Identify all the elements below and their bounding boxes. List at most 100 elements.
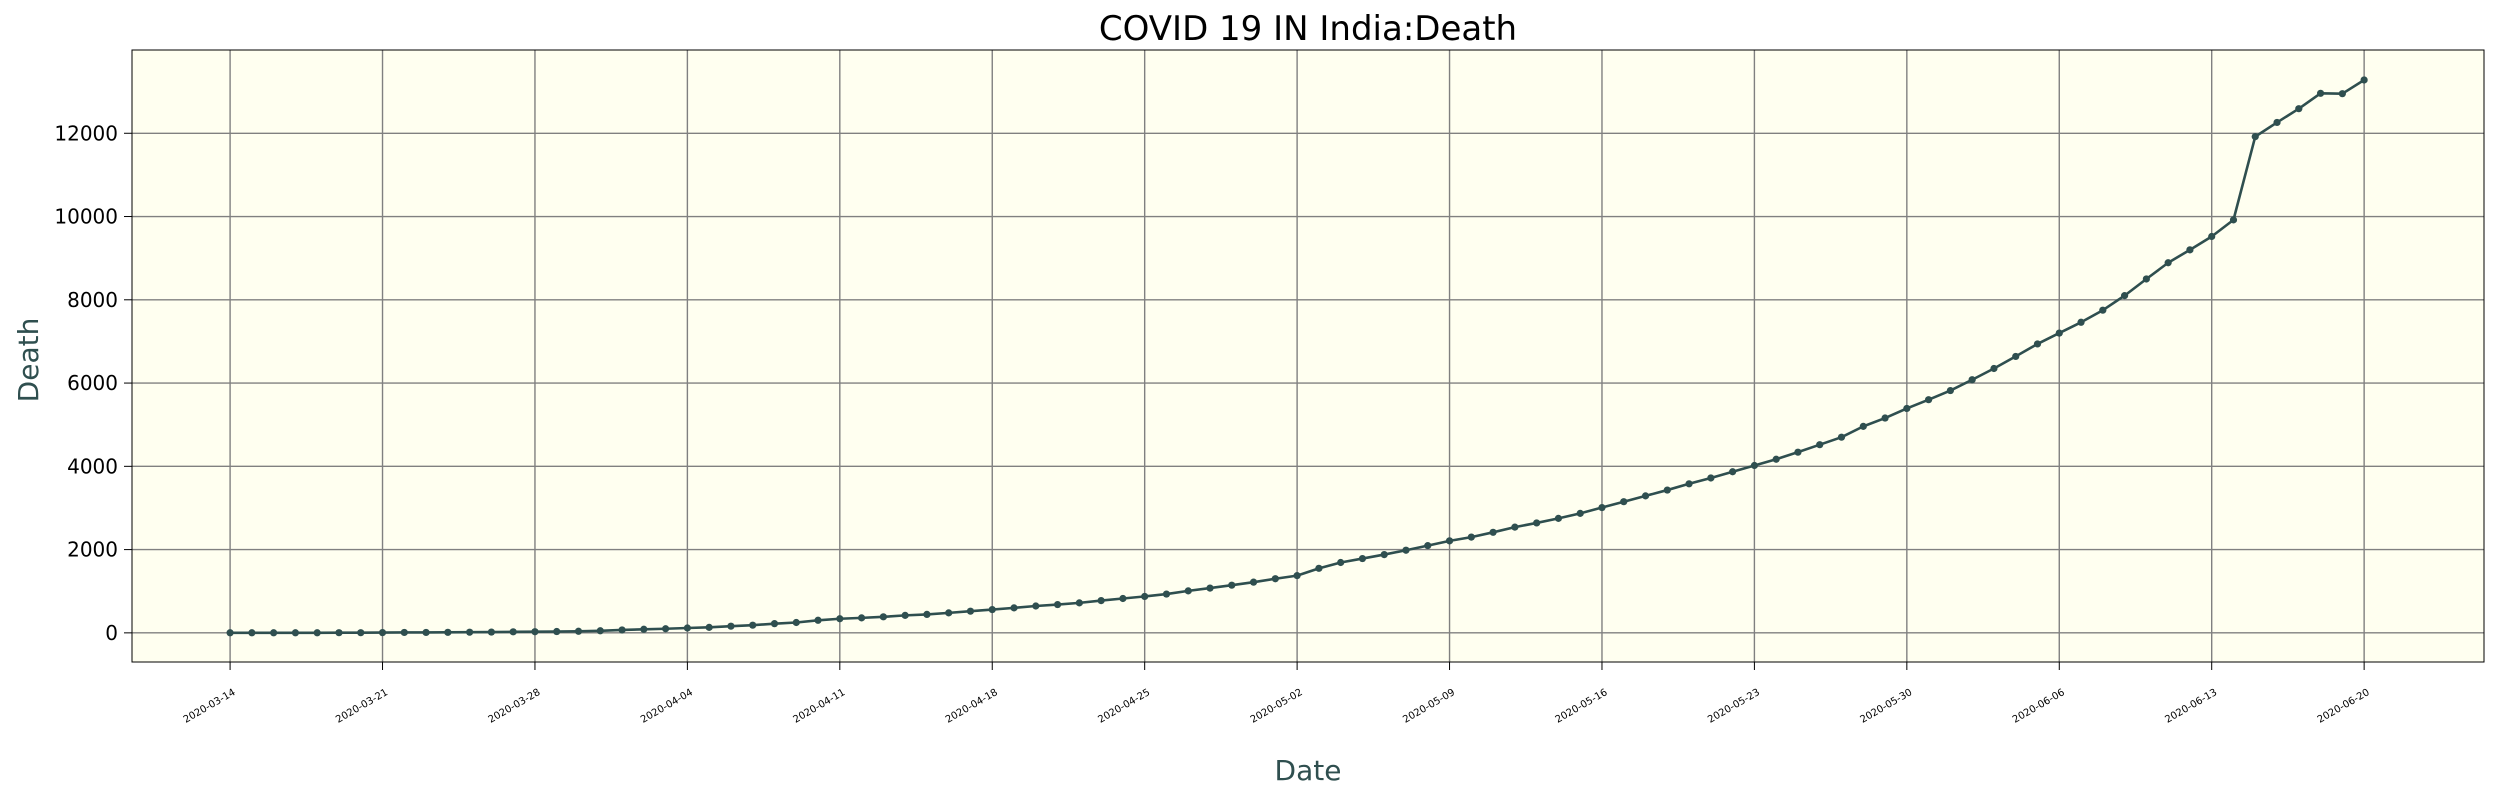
data-point bbox=[2099, 306, 2107, 314]
data-point bbox=[2077, 318, 2085, 326]
data-point bbox=[879, 613, 887, 621]
data-point bbox=[705, 623, 713, 631]
data-point bbox=[1358, 554, 1367, 563]
data-point bbox=[1424, 542, 1432, 550]
data-point bbox=[1162, 590, 1171, 598]
data-point bbox=[1620, 498, 1628, 506]
data-point bbox=[596, 627, 604, 635]
data-point bbox=[836, 615, 844, 623]
data-point bbox=[792, 618, 800, 627]
data-point bbox=[814, 616, 822, 624]
y-tick-label: 2000 bbox=[67, 538, 118, 562]
data-point bbox=[1402, 546, 1410, 554]
data-point bbox=[2033, 340, 2042, 348]
data-point bbox=[1380, 550, 1388, 559]
data-point bbox=[378, 628, 387, 637]
y-tick-label: 0 bbox=[105, 621, 118, 645]
data-point bbox=[357, 629, 365, 637]
data-point bbox=[1990, 364, 1998, 373]
data-point bbox=[1707, 474, 1715, 482]
data-point bbox=[618, 626, 626, 634]
data-point bbox=[2295, 105, 2303, 113]
data-point bbox=[2273, 118, 2281, 127]
data-point bbox=[444, 628, 452, 636]
data-point bbox=[966, 607, 975, 615]
data-point bbox=[2121, 292, 2129, 300]
data-point bbox=[1946, 386, 1954, 395]
data-point bbox=[1598, 503, 1606, 512]
data-point bbox=[2208, 232, 2216, 241]
data-point bbox=[2012, 352, 2020, 361]
data-point bbox=[1859, 422, 1867, 430]
data-point bbox=[291, 629, 300, 637]
data-point bbox=[1511, 523, 1519, 531]
x-axis-label: Date bbox=[1275, 754, 1342, 787]
data-point bbox=[1794, 448, 1802, 456]
data-point bbox=[1685, 480, 1693, 488]
grid bbox=[132, 50, 2484, 662]
data-point bbox=[248, 629, 256, 637]
data-point bbox=[422, 628, 430, 637]
data-point bbox=[2316, 89, 2325, 97]
y-tick-label: 6000 bbox=[67, 371, 118, 395]
data-point bbox=[1903, 404, 1911, 413]
y-tick-label: 10000 bbox=[54, 205, 118, 229]
data-point bbox=[1097, 596, 1105, 605]
data-point bbox=[1337, 558, 1345, 567]
data-point bbox=[2164, 259, 2172, 267]
data-point bbox=[2186, 246, 2194, 254]
data-point bbox=[1293, 572, 1301, 580]
data-point bbox=[487, 628, 495, 636]
y-axis-ticks: 0 2000 4000 6000 8000 10000 12000 bbox=[54, 121, 132, 645]
data-point bbox=[2360, 76, 2368, 84]
data-point bbox=[1837, 433, 1846, 441]
y-axis-label: Death bbox=[12, 318, 45, 403]
data-point bbox=[574, 627, 583, 635]
data-point bbox=[553, 627, 561, 636]
data-point bbox=[2251, 133, 2259, 141]
data-point bbox=[226, 629, 234, 637]
data-point bbox=[1206, 584, 1214, 592]
plot-frame bbox=[131, 49, 2485, 663]
data-point bbox=[923, 610, 931, 619]
data-point bbox=[1184, 587, 1192, 595]
data-point bbox=[1315, 564, 1323, 572]
data-point bbox=[509, 628, 517, 636]
data-point bbox=[400, 628, 408, 637]
data-point bbox=[1881, 414, 1889, 422]
data-point bbox=[662, 625, 670, 633]
data-point bbox=[770, 620, 779, 628]
data-point bbox=[945, 609, 953, 617]
data-point bbox=[727, 622, 735, 630]
data-point bbox=[1141, 592, 1149, 601]
data-point bbox=[683, 624, 691, 632]
data-point bbox=[1576, 509, 1584, 517]
data-point bbox=[1075, 599, 1083, 607]
data-point bbox=[335, 629, 343, 637]
data-point bbox=[1554, 514, 1563, 522]
y-tick-label: 8000 bbox=[67, 288, 118, 312]
data-point bbox=[1249, 578, 1258, 586]
data-point bbox=[1641, 492, 1650, 500]
data-point bbox=[1533, 519, 1541, 527]
data-point bbox=[466, 628, 474, 636]
data-point bbox=[531, 628, 539, 636]
data-point bbox=[1228, 581, 1236, 589]
data-point bbox=[313, 629, 321, 637]
data-point bbox=[2229, 216, 2238, 224]
chart-title: COVID 19 IN India:Death bbox=[1099, 9, 1517, 49]
data-point bbox=[1010, 604, 1018, 612]
plot-area bbox=[132, 50, 2484, 662]
data-point bbox=[857, 614, 866, 622]
data-point bbox=[640, 625, 648, 633]
data-point bbox=[1663, 486, 1671, 494]
data-point bbox=[749, 621, 757, 629]
data-point bbox=[988, 605, 996, 614]
y-tick-label: 4000 bbox=[67, 454, 118, 478]
data-point bbox=[1750, 461, 1759, 470]
data-points bbox=[226, 76, 2368, 637]
data-point bbox=[1772, 455, 1780, 463]
data-point bbox=[1968, 376, 1976, 384]
data-point bbox=[1271, 575, 1279, 583]
